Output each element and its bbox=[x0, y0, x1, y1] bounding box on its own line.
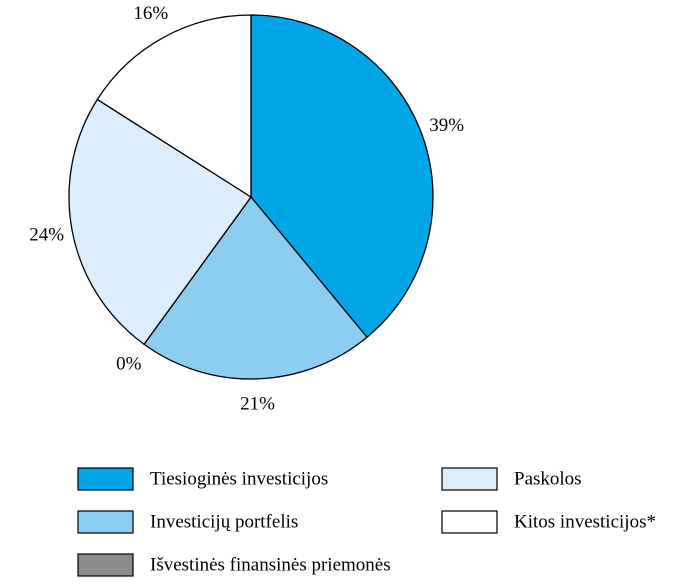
pie-slice bbox=[143, 196, 368, 380]
pie-slice bbox=[250, 14, 434, 338]
data-label: 16% bbox=[133, 3, 168, 24]
legend-label: Kitos investicijos* bbox=[514, 511, 656, 532]
data-label: 39% bbox=[429, 115, 464, 136]
legend-label: Tiesioginės investicijos bbox=[150, 468, 328, 489]
legend-swatch bbox=[441, 467, 498, 491]
legend-swatch bbox=[77, 510, 134, 534]
pie-slice bbox=[96, 14, 252, 198]
legend-label: Paskolos bbox=[514, 468, 582, 489]
data-label: 21% bbox=[240, 393, 275, 414]
legend-swatch bbox=[77, 553, 134, 577]
legend-label: Investicijų portfelis bbox=[150, 511, 298, 532]
legend-swatch bbox=[77, 467, 134, 491]
pie-slice bbox=[68, 98, 252, 345]
legend-swatch bbox=[441, 510, 498, 534]
data-label: 24% bbox=[29, 224, 64, 245]
data-label: 0% bbox=[116, 354, 142, 375]
legend-label: Išvestinės finansinės priemonės bbox=[150, 554, 391, 575]
